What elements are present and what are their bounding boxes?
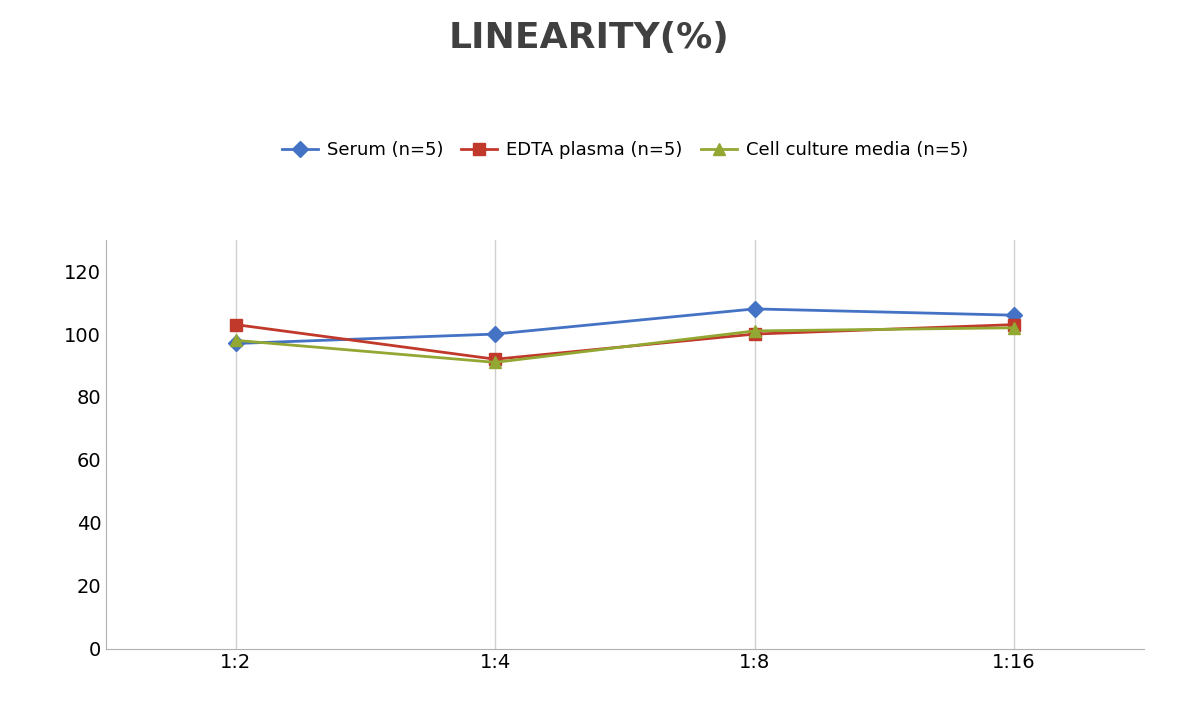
EDTA plasma (n=5): [747, 330, 762, 338]
EDTA plasma (n=5): [229, 320, 243, 329]
Cell culture media (n=5): [488, 358, 502, 367]
Serum (n=5): [488, 330, 502, 338]
Serum (n=5): [1007, 311, 1021, 319]
Line: EDTA plasma (n=5): EDTA plasma (n=5): [230, 319, 1020, 364]
Line: Serum (n=5): Serum (n=5): [230, 303, 1020, 349]
Line: Cell culture media (n=5): Cell culture media (n=5): [230, 322, 1020, 368]
Cell culture media (n=5): [747, 326, 762, 335]
Serum (n=5): [229, 339, 243, 348]
Cell culture media (n=5): [229, 336, 243, 345]
EDTA plasma (n=5): [1007, 320, 1021, 329]
EDTA plasma (n=5): [488, 355, 502, 364]
Legend: Serum (n=5), EDTA plasma (n=5), Cell culture media (n=5): Serum (n=5), EDTA plasma (n=5), Cell cul…: [275, 134, 975, 166]
Cell culture media (n=5): [1007, 324, 1021, 332]
Serum (n=5): [747, 305, 762, 313]
Text: LINEARITY(%): LINEARITY(%): [449, 21, 730, 55]
